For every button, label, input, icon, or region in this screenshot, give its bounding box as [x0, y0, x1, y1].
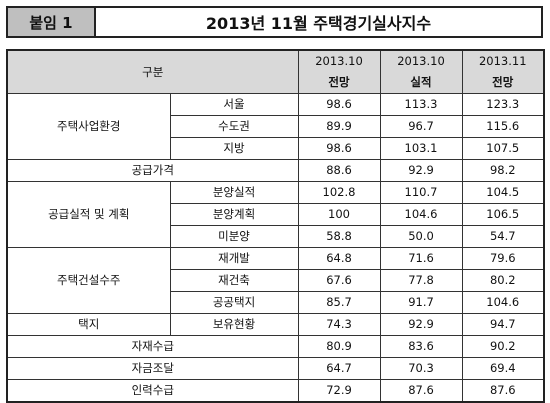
- group-label: 인력수급: [6, 379, 299, 403]
- period-date: 2013.10: [379, 49, 463, 72]
- group-label: 택지: [6, 313, 171, 336]
- sub-label: 분양실적: [169, 181, 299, 204]
- period-date: 2013.10: [297, 49, 381, 72]
- group-label: 자재수급: [6, 335, 299, 358]
- value-cell: 70.3: [379, 357, 463, 380]
- value-cell: 115.6: [461, 115, 545, 138]
- table-row: 택지 보유현황 74.3 92.9 94.7: [6, 313, 545, 336]
- value-cell: 80.9: [297, 335, 381, 358]
- value-cell: 50.0: [379, 225, 463, 248]
- value-cell: 92.9: [379, 313, 463, 336]
- value-cell: 123.3: [461, 93, 545, 116]
- period-date: 2013.11: [461, 49, 545, 72]
- group-label: 자금조달: [6, 357, 299, 380]
- value-cell: 72.9: [297, 379, 381, 403]
- value-cell: 87.6: [379, 379, 463, 403]
- group-label: 주택사업환경: [6, 93, 171, 160]
- sub-label: 분양계획: [169, 203, 299, 226]
- table-row: 인력수급 72.9 87.6 87.6: [6, 379, 545, 403]
- value-cell: 110.7: [379, 181, 463, 204]
- value-cell: 83.6: [379, 335, 463, 358]
- value-cell: 104.6: [379, 203, 463, 226]
- value-cell: 94.7: [461, 313, 545, 336]
- sub-label: 재개발: [169, 247, 299, 270]
- value-cell: 102.8: [297, 181, 381, 204]
- value-cell: 67.6: [297, 269, 381, 292]
- group-label: 주택건설수주: [6, 247, 171, 314]
- sub-label: 수도권: [169, 115, 299, 138]
- value-cell: 100: [297, 203, 381, 226]
- value-cell: 85.7: [297, 291, 381, 314]
- group-label: 공급실적 및 계획: [6, 181, 171, 248]
- column-header-label: 구분: [6, 49, 299, 94]
- value-cell: 98.2: [461, 159, 545, 182]
- value-cell: 91.7: [379, 291, 463, 314]
- table-row: 주택건설수주 재개발 64.8 71.6 79.6: [6, 247, 545, 314]
- value-cell: 77.8: [379, 269, 463, 292]
- table-row: 수도권 89.9 96.7 115.6: [7, 115, 545, 138]
- value-cell: 89.9: [297, 115, 381, 138]
- table-row: 공공택지 85.7 91.7 104.6: [7, 291, 545, 314]
- header-row: 구분 2013.10 2013.10 2013.11: [6, 49, 545, 94]
- value-cell: 107.5: [461, 137, 545, 160]
- table-row: 공급가격 88.6 92.9 98.2: [6, 159, 545, 182]
- page-title: 2013년 11월 주택경기실사지수: [205, 14, 432, 33]
- value-cell: 106.5: [461, 203, 545, 226]
- value-cell: 64.7: [297, 357, 381, 380]
- period-type: 실적: [379, 72, 463, 94]
- table-row: 주택사업환경 서울 98.6 113.3 123.3: [6, 93, 545, 160]
- sub-label: 서울: [169, 93, 299, 116]
- period-type: 전망: [461, 72, 545, 94]
- value-cell: 98.6: [297, 137, 381, 160]
- group-label: 공급가격: [6, 159, 299, 182]
- sub-label: 보유현황: [169, 313, 299, 336]
- table-row: 재건축 67.6 77.8 80.2: [7, 269, 545, 292]
- value-cell: 74.3: [297, 313, 381, 336]
- value-cell: 104.6: [461, 291, 545, 314]
- period-type: 전망: [297, 72, 381, 94]
- table-row: 자재수급 80.9 83.6 90.2: [6, 335, 545, 358]
- value-cell: 90.2: [461, 335, 545, 358]
- value-cell: 71.6: [379, 247, 463, 270]
- housing-index-table: 구분 2013.10 2013.10 2013.11 전망 실적 전망 주택사업…: [6, 49, 546, 403]
- value-cell: 92.9: [379, 159, 463, 182]
- sub-label: 공공택지: [169, 291, 299, 314]
- page-header: 붙임 1 2013년 11월 주택경기실사지수: [6, 6, 543, 38]
- sub-label: 지방: [169, 137, 299, 160]
- value-cell: 54.7: [461, 225, 545, 248]
- value-cell: 79.6: [461, 247, 545, 270]
- value-cell: 113.3: [379, 93, 463, 116]
- sub-label: 미분양: [169, 225, 299, 248]
- attachment-tag: 붙임 1: [8, 8, 96, 36]
- value-cell: 88.6: [297, 159, 381, 182]
- value-cell: 64.8: [297, 247, 381, 270]
- value-cell: 103.1: [379, 137, 463, 160]
- value-cell: 87.6: [461, 379, 545, 403]
- sub-label: 재건축: [169, 269, 299, 292]
- table-row: 자금조달 64.7 70.3 69.4: [6, 357, 545, 380]
- value-cell: 104.5: [461, 181, 545, 204]
- value-cell: 80.2: [461, 269, 545, 292]
- value-cell: 96.7: [379, 115, 463, 138]
- value-cell: 98.6: [297, 93, 381, 116]
- value-cell: 69.4: [461, 357, 545, 380]
- header-row-type: 전망 실적 전망: [7, 72, 545, 94]
- table-row: 공급실적 및 계획 분양실적 102.8 110.7 104.5: [6, 181, 545, 248]
- value-cell: 58.8: [297, 225, 381, 248]
